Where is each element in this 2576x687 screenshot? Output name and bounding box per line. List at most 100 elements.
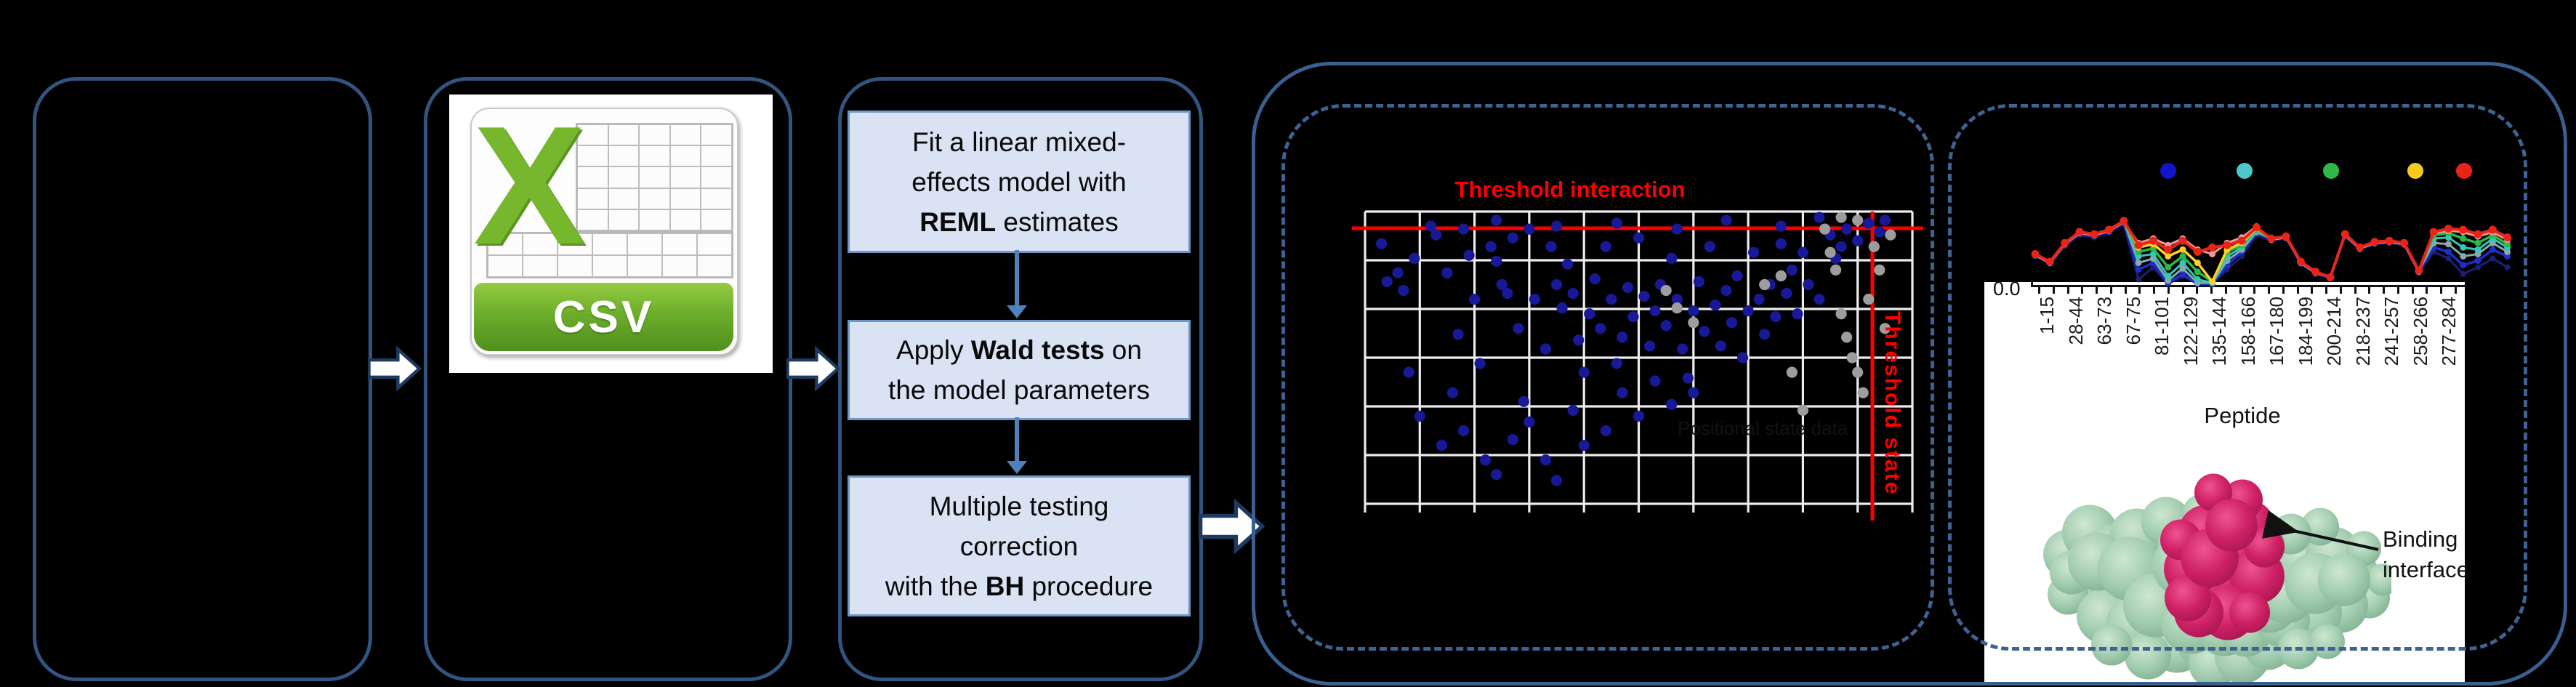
- scatter-point-blue: [1430, 229, 1442, 241]
- scatter-point-blue: [1622, 281, 1634, 294]
- connector-line: [1015, 250, 1019, 305]
- scatter-point-blue: [1606, 294, 1617, 305]
- x-axis-tick: [2038, 287, 2040, 294]
- series-marker-blue: [2179, 270, 2186, 278]
- panel-csv-export: [424, 77, 792, 681]
- scatter-point-blue: [1518, 395, 1529, 407]
- scatter-point-blue: [1398, 284, 1409, 297]
- ghost-axis-label: Positional state data: [1678, 417, 1848, 439]
- scatter-point-blue: [1545, 241, 1557, 252]
- scatter-point-blue: [1879, 214, 1891, 226]
- series-marker-red: [2282, 232, 2290, 241]
- scatter-point-blue: [1814, 212, 1825, 223]
- scatter-point-blue: [1524, 416, 1535, 428]
- scatter-point-gray: [1885, 229, 1896, 241]
- arrow-right-icon: [1198, 499, 1265, 554]
- series-marker-gold: [2209, 278, 2216, 285]
- x-axis-tick: [2411, 287, 2414, 294]
- scatter-point-blue: [1677, 343, 1689, 355]
- scatter-point-gray: [1824, 246, 1836, 258]
- scatter-point-blue: [1425, 220, 1436, 232]
- csv-file-icon: X CSV: [470, 108, 738, 355]
- arrow-right-icon: [786, 346, 840, 391]
- flow-step-reml: Fit a linear mixed-effects model with REM…: [848, 111, 1191, 253]
- scatter-point-blue: [1600, 425, 1611, 437]
- scatter-point-blue: [1474, 358, 1486, 369]
- series-marker-steel-blue: [2460, 252, 2467, 260]
- series-marker-red: [2134, 241, 2143, 249]
- series-marker-gold: [2179, 246, 2186, 253]
- scatter-point-blue: [1688, 387, 1699, 398]
- x-axis-tick: [2224, 287, 2227, 294]
- x-axis-tick: [2282, 287, 2285, 294]
- scatter-point-blue: [1567, 404, 1579, 416]
- scatter-point-gray: [1835, 308, 1847, 320]
- series-marker-red: [2267, 234, 2276, 243]
- flow-step-text-line: the model parameters: [888, 375, 1150, 405]
- scatter-point-blue: [1759, 329, 1771, 340]
- series-marker-gold: [2165, 252, 2172, 260]
- x-axis-tick: [2268, 287, 2270, 294]
- series-marker-red: [2208, 243, 2217, 252]
- scatter-point-gray: [1841, 332, 1853, 343]
- scatter-point-blue: [1710, 300, 1721, 311]
- series-marker-salmon: [2209, 250, 2216, 257]
- spreadsheet-grid-icon: [576, 123, 733, 232]
- threshold-scatter-plot: Positional state data: [1352, 210, 1923, 521]
- series-marker-red: [2061, 238, 2069, 247]
- series-marker-blue: [2489, 246, 2496, 253]
- scatter-point-blue: [1524, 223, 1535, 235]
- x-axis-tick: [2052, 287, 2055, 294]
- scatter-point-gray: [1688, 317, 1699, 329]
- series-marker-green: [2165, 264, 2172, 271]
- csv-label: CSV: [552, 292, 655, 342]
- scatter-point-blue: [1693, 276, 1704, 288]
- series-marker-red: [2193, 247, 2202, 256]
- legend-dot-icon: [2407, 163, 2423, 179]
- scatter-point-blue: [1491, 255, 1502, 267]
- series-marker-red: [2296, 257, 2305, 266]
- scatter-point-blue: [1375, 238, 1388, 249]
- x-axis-tick: [2253, 287, 2256, 294]
- x-axis-tick: [2383, 287, 2385, 294]
- scatter-point-blue: [1562, 258, 1574, 270]
- series-marker-red: [2459, 225, 2468, 234]
- flow-step-bh: Multiple testing correction with the BH pr…: [848, 475, 1191, 616]
- panel-input-data: [33, 77, 372, 681]
- scatter-point-blue: [1502, 287, 1513, 300]
- x-axis-tick: [2124, 287, 2127, 294]
- scatter-point-gray: [1660, 284, 1672, 297]
- scatter-point-gray: [1830, 264, 1842, 276]
- series-marker-red: [2311, 268, 2320, 276]
- series-marker-red: [2105, 225, 2113, 234]
- series-marker-red: [2045, 257, 2054, 266]
- threshold-state-label: Threshold state: [1880, 311, 1904, 496]
- scatter-point-gray: [1775, 270, 1787, 282]
- legend-dot-icon: [2237, 163, 2253, 179]
- scatter-point-gray: [1797, 404, 1808, 416]
- protein-structure-image: [2043, 473, 2391, 684]
- x-axis-tick: [2153, 287, 2155, 294]
- scatter-point-blue: [1539, 343, 1552, 355]
- series-marker-red: [2385, 236, 2394, 245]
- x-axis-tick: [2181, 287, 2184, 294]
- scatter-point-blue: [1863, 217, 1875, 229]
- scatter-point-blue: [1638, 290, 1650, 302]
- x-axis-corner: [2031, 282, 2033, 285]
- scatter-point-blue: [1578, 440, 1590, 451]
- scatter-point-blue: [1814, 294, 1825, 305]
- scatter-point-blue: [1600, 241, 1611, 252]
- x-axis-tick: [2066, 287, 2069, 294]
- series-marker-steel-blue: [2135, 260, 2142, 267]
- legend-dot-icon: [2160, 163, 2176, 179]
- scatter-point-blue: [1841, 223, 1853, 235]
- series-marker-red: [2253, 223, 2261, 232]
- x-axis-tick: [2339, 287, 2342, 294]
- flow-step-text-line: correction: [959, 531, 1079, 561]
- flow-step-text-line: Apply Wald tests on: [896, 335, 1142, 365]
- series-marker-red: [2326, 273, 2335, 281]
- scatter-point-gray: [1863, 294, 1875, 305]
- scatter-point-blue: [1852, 235, 1864, 246]
- scatter-point-blue: [1457, 425, 1470, 437]
